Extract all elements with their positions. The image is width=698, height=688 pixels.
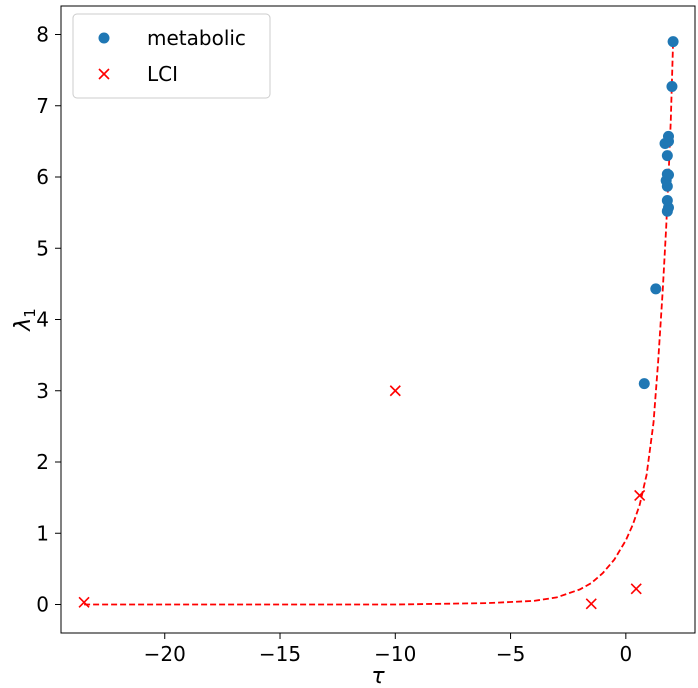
y-tick-label: 2 bbox=[36, 450, 49, 474]
plot-area bbox=[78, 36, 679, 610]
fit-curve bbox=[84, 41, 674, 606]
metabolic-point-13 bbox=[666, 81, 678, 93]
legend-marker-metabolic bbox=[98, 32, 110, 44]
lci-point-1 bbox=[389, 385, 401, 397]
x-tick-label: 0 bbox=[619, 642, 632, 666]
y-tick-label: 7 bbox=[36, 94, 49, 118]
legend-box bbox=[72, 13, 271, 99]
x-axis-label: τ bbox=[371, 664, 385, 688]
y-tick-label: 0 bbox=[36, 593, 49, 617]
x-tick-label: −20 bbox=[144, 642, 186, 666]
metabolic-point-14 bbox=[667, 36, 679, 48]
x-tick-label: −5 bbox=[496, 642, 525, 666]
lci-point-3 bbox=[630, 583, 642, 595]
metabolic-point-12 bbox=[662, 130, 674, 142]
legend-label-lci: LCI bbox=[147, 62, 178, 86]
metabolic-point-9 bbox=[661, 150, 673, 162]
legend: metabolic LCI bbox=[72, 13, 271, 99]
y-tick-label: 6 bbox=[36, 165, 49, 189]
y-tick-label: 4 bbox=[36, 308, 49, 332]
y-axis-label: λ1 bbox=[11, 308, 39, 332]
metabolic-point-0 bbox=[638, 378, 650, 390]
x-tick-label: −15 bbox=[259, 642, 301, 666]
y-tick-label: 8 bbox=[36, 23, 49, 47]
lci-point-4 bbox=[634, 489, 646, 502]
y-axis-label-main: λ bbox=[11, 318, 36, 332]
legend-marker-lci bbox=[98, 68, 110, 80]
plot-frame bbox=[60, 5, 696, 634]
metabolic-point-1 bbox=[650, 283, 662, 295]
y-tick-label: 1 bbox=[36, 521, 49, 545]
y-tick-label: 3 bbox=[36, 379, 49, 403]
y-tick-label: 5 bbox=[36, 236, 49, 260]
y-axis-label-subscript: 1 bbox=[21, 308, 39, 318]
metabolic-point-8 bbox=[662, 169, 674, 181]
x-tick-label: −10 bbox=[374, 642, 416, 666]
legend-label-metabolic: metabolic bbox=[147, 26, 246, 50]
lci-point-0 bbox=[78, 596, 90, 608]
lci-point-2 bbox=[585, 598, 597, 610]
metabolic-point-4 bbox=[661, 195, 673, 207]
